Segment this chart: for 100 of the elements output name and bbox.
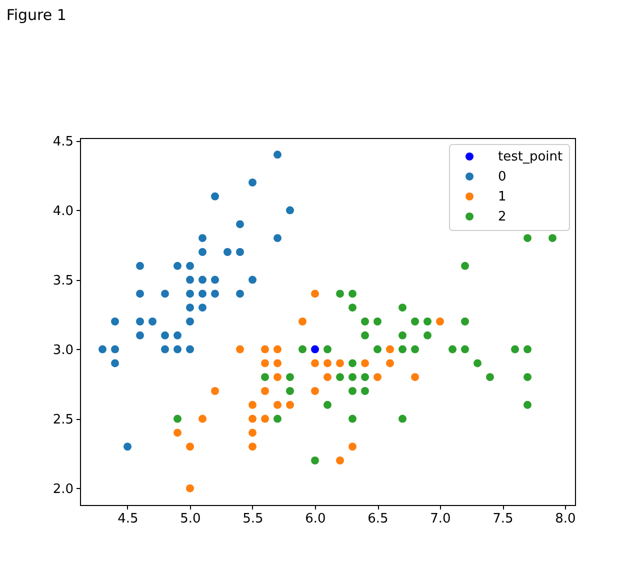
x-tick-label: 6.5 [368,512,388,526]
point [361,387,369,395]
point [111,359,119,368]
point [398,414,406,423]
point [524,234,532,242]
point [186,484,194,492]
x-tick-label: 4.5 [118,512,138,526]
point [348,359,356,368]
point [324,373,332,382]
point [211,276,219,284]
point [298,318,306,326]
point [461,262,469,270]
point [286,373,294,382]
point [98,345,106,354]
point [524,345,532,354]
chart-title: Figure 1 [6,6,66,24]
point [374,373,382,382]
x-tick-label: 8.0 [555,512,576,526]
y-tick-label: 2.0 [52,482,74,497]
point [186,442,194,451]
point [336,373,344,382]
point [198,414,206,423]
point [486,373,494,382]
point [261,373,269,382]
point [211,192,219,200]
point [361,373,369,382]
point [261,387,269,395]
point [398,331,406,340]
y-tick-label: 3.5 [52,273,74,288]
point [174,331,182,340]
point [474,359,482,368]
point [398,304,406,312]
point [336,456,344,465]
point [136,290,144,298]
point [198,304,206,312]
point [211,290,219,298]
point [286,206,294,214]
point [274,414,282,423]
point [198,290,206,298]
point [274,373,282,382]
point [236,290,244,298]
point [311,290,319,298]
point [274,400,282,409]
point [548,234,556,242]
point [324,345,332,354]
y-tick-label: 3.0 [52,342,74,358]
point [186,276,194,284]
point [174,414,182,423]
point [311,359,319,368]
point [161,331,169,340]
point [136,318,144,326]
point [398,345,406,354]
point [386,359,394,368]
point [336,359,344,368]
point [286,400,294,409]
point [324,400,332,409]
point [186,262,194,270]
point [424,331,432,340]
point [348,373,356,382]
point [248,442,256,451]
point [311,345,319,354]
point [298,345,306,354]
point [411,318,419,326]
point [424,318,432,326]
point [261,359,269,368]
point [511,345,519,354]
point [348,304,356,312]
y-tick-label: 4.0 [52,204,74,219]
point [211,387,219,395]
point [198,276,206,284]
point [248,414,256,423]
x-tick-label: 6.0 [305,512,326,526]
point [261,414,269,423]
point [361,331,369,340]
point [274,345,282,354]
point [461,318,469,326]
point [524,373,532,382]
point [248,428,256,437]
point [236,220,244,228]
point [248,400,256,409]
y-tick-label: 4.5 [52,134,74,150]
x-tick-label: 5.0 [180,512,201,526]
legend-label: 2 [498,210,506,224]
point [448,345,456,354]
point [186,290,194,298]
point [336,290,344,298]
point [311,456,319,465]
point [111,318,119,326]
point [186,345,194,354]
x-tick-label: 7.0 [430,512,451,526]
point [124,442,132,451]
point [111,345,119,354]
point [148,318,156,326]
point [161,290,169,298]
point [198,248,206,256]
point [348,442,356,451]
legend-label: 0 [498,170,506,184]
point [374,345,382,354]
point [348,290,356,298]
point [348,387,356,395]
